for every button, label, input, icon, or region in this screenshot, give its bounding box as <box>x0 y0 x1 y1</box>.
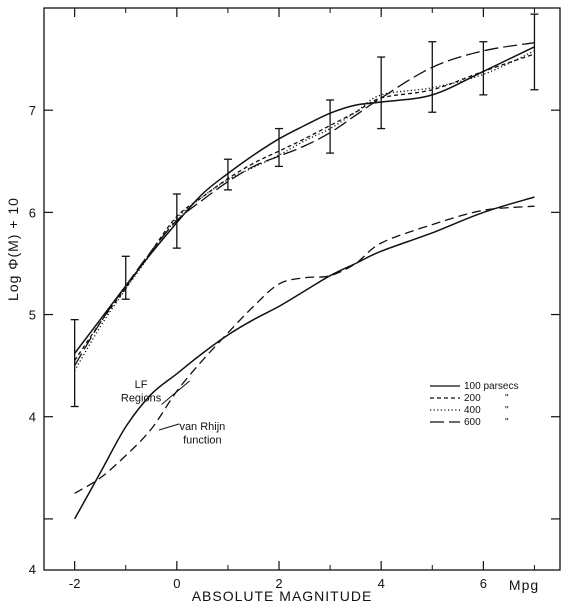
bottom-left-label: 4 <box>29 562 36 577</box>
annotation-label: LF <box>135 379 148 391</box>
x-axis-symbol: Mpg <box>509 577 539 593</box>
annotation-label: Regions <box>121 392 162 404</box>
y-axis-title: Log Φ(M) + 10 <box>5 197 21 301</box>
y-tick-label: 4 <box>29 410 36 425</box>
series-line-400 <box>74 50 535 372</box>
x-tick-label: -2 <box>69 576 81 591</box>
legend-ditto: " <box>505 417 509 428</box>
series-line-200 <box>74 53 535 361</box>
annotation-label: function <box>183 434 222 446</box>
series-line-lf-regions <box>73 196 535 520</box>
series-line-100-parsecs <box>74 46 535 354</box>
annotation-pointer <box>161 380 190 405</box>
x-tick-label: 6 <box>480 576 487 591</box>
y-tick-label: 6 <box>29 205 36 220</box>
x-tick-label: 2 <box>275 576 282 591</box>
legend-ditto: " <box>505 393 509 404</box>
annotation-pointer <box>158 423 180 431</box>
x-tick-label: 4 <box>378 576 385 591</box>
annotation-label: van Rhijn <box>179 421 225 433</box>
legend-label: 400 <box>464 405 481 416</box>
plot-frame <box>43 7 561 571</box>
x-tick-label: 0 <box>173 576 180 591</box>
legend-ditto: " <box>505 405 509 416</box>
legend-label: 100 parsecs <box>464 381 518 392</box>
legend-label: 600 <box>464 417 481 428</box>
x-axis-title: ABSOLUTE MAGNITUDE <box>192 588 373 604</box>
legend-label: 200 <box>464 393 481 404</box>
y-tick-label: 5 <box>29 308 36 323</box>
y-tick-label: 7 <box>29 103 36 118</box>
series-line-600 <box>74 42 535 366</box>
series-line-van-rhijn-function <box>74 205 535 494</box>
